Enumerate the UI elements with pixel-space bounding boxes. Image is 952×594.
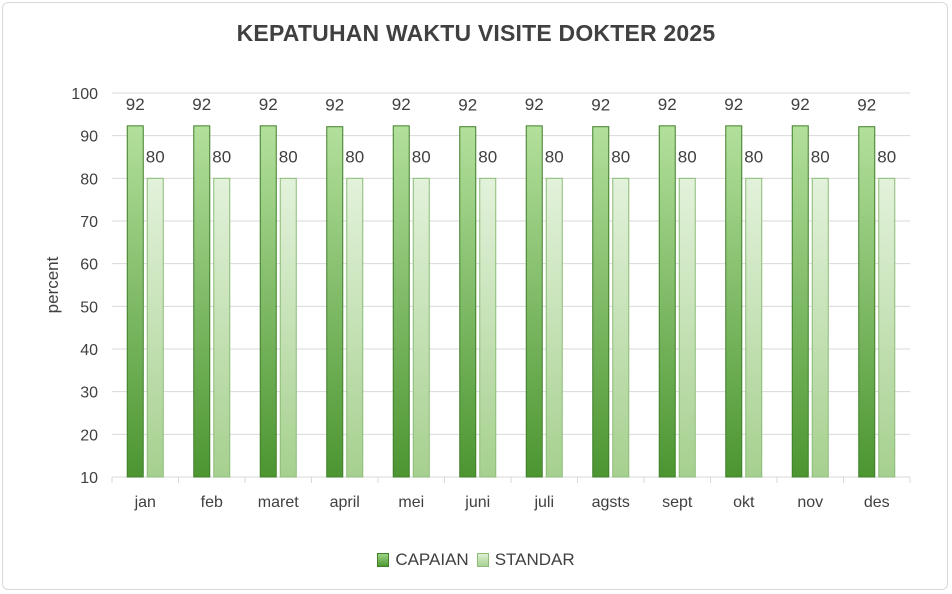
x-tick-label: agsts <box>592 494 630 511</box>
x-tick-label: juni <box>464 494 490 511</box>
data-label-standar: 80 <box>412 147 431 166</box>
bar-capaian <box>326 126 344 478</box>
bar-standar <box>479 177 497 478</box>
data-label-capaian: 92 <box>857 96 876 115</box>
bar-standar <box>678 177 696 478</box>
data-label-capaian: 92 <box>658 95 677 114</box>
y-tick-label: 50 <box>80 299 98 316</box>
legend-label-capaian: CAPAIAN <box>395 550 469 569</box>
data-label-standar: 80 <box>279 147 298 166</box>
x-tick-label: juli <box>533 494 554 511</box>
bar-standar <box>545 177 563 478</box>
data-label-capaian: 92 <box>192 95 211 114</box>
data-label-standar: 80 <box>611 147 630 166</box>
labels: 10 20 30 40 50 60 70 80 90 100 percent 92 80 jan 92 80 f… <box>43 86 896 511</box>
bar-capaian <box>858 126 876 478</box>
bar-standar <box>346 177 364 478</box>
x-tick-label: des <box>864 494 890 511</box>
bar-capaian <box>259 125 277 478</box>
x-tick-label: nov <box>797 494 823 511</box>
data-label-capaian: 92 <box>126 95 145 114</box>
bar-standar <box>612 177 630 478</box>
bar-standar <box>279 177 297 478</box>
y-tick-label: 40 <box>80 342 98 359</box>
data-label-standar: 80 <box>811 147 830 166</box>
bar-capaian <box>658 125 676 478</box>
bar-standar <box>745 177 763 478</box>
bar-standar <box>412 177 430 478</box>
data-label-capaian: 92 <box>458 96 477 115</box>
bars <box>126 125 896 478</box>
legend-swatch-standar <box>476 553 489 567</box>
data-label-capaian: 92 <box>724 95 743 114</box>
data-label-capaian: 92 <box>525 95 544 114</box>
legend-swatch-capaian <box>377 553 390 567</box>
x-tick-label: april <box>330 494 360 511</box>
data-label-standar: 80 <box>877 147 896 166</box>
data-label-standar: 80 <box>678 147 697 166</box>
data-label-capaian: 92 <box>259 95 278 114</box>
data-label-standar: 80 <box>744 147 763 166</box>
y-tick-label: 30 <box>80 385 98 402</box>
data-label-capaian: 92 <box>791 95 810 114</box>
y-tick-label: 90 <box>80 129 98 146</box>
bar-standar <box>213 177 231 478</box>
x-tick-label: feb <box>201 494 223 511</box>
x-tick-label: mei <box>398 494 424 511</box>
data-label-standar: 80 <box>345 147 364 166</box>
x-tick-label: sept <box>662 494 693 511</box>
bar-capaian <box>193 125 211 478</box>
bar-capaian <box>592 126 610 478</box>
bar-capaian <box>791 125 809 478</box>
x-tick-label: maret <box>258 494 299 511</box>
data-label-capaian: 92 <box>591 96 610 115</box>
data-label-standar: 80 <box>545 147 564 166</box>
x-tick-label: jan <box>134 494 156 511</box>
bar-capaian <box>459 126 477 478</box>
data-label-standar: 80 <box>478 147 497 166</box>
legend-item-capaian: CAPAIAN <box>377 550 469 570</box>
data-label-standar: 80 <box>146 147 165 166</box>
y-tick-label: 70 <box>80 214 98 231</box>
y-tick-label: 10 <box>80 470 98 487</box>
bar-standar <box>811 177 829 478</box>
legend-item-standar: STANDAR <box>476 550 575 570</box>
y-tick-label: 20 <box>80 427 98 444</box>
bar-standar <box>878 177 896 478</box>
data-label-capaian: 92 <box>392 95 411 114</box>
bar-capaian <box>392 125 410 478</box>
gridlines <box>111 92 911 483</box>
chart-title: KEPATUHAN WAKTU VISITE DOKTER 2025 <box>236 20 716 46</box>
y-tick-label: 80 <box>80 171 98 188</box>
y-tick-label: 60 <box>80 257 98 274</box>
data-label-capaian: 92 <box>325 96 344 115</box>
y-axis-label: percent <box>43 256 62 313</box>
bar-capaian <box>725 125 743 478</box>
y-tick-label: 100 <box>71 86 98 103</box>
bar-capaian <box>525 125 543 478</box>
bar-standar <box>146 177 164 478</box>
legend-label-standar: STANDAR <box>494 550 575 569</box>
legend: CAPAIAN STANDAR <box>0 550 952 570</box>
bar-capaian <box>126 125 144 478</box>
x-tick-label: okt <box>733 494 755 511</box>
data-label-standar: 80 <box>212 147 231 166</box>
